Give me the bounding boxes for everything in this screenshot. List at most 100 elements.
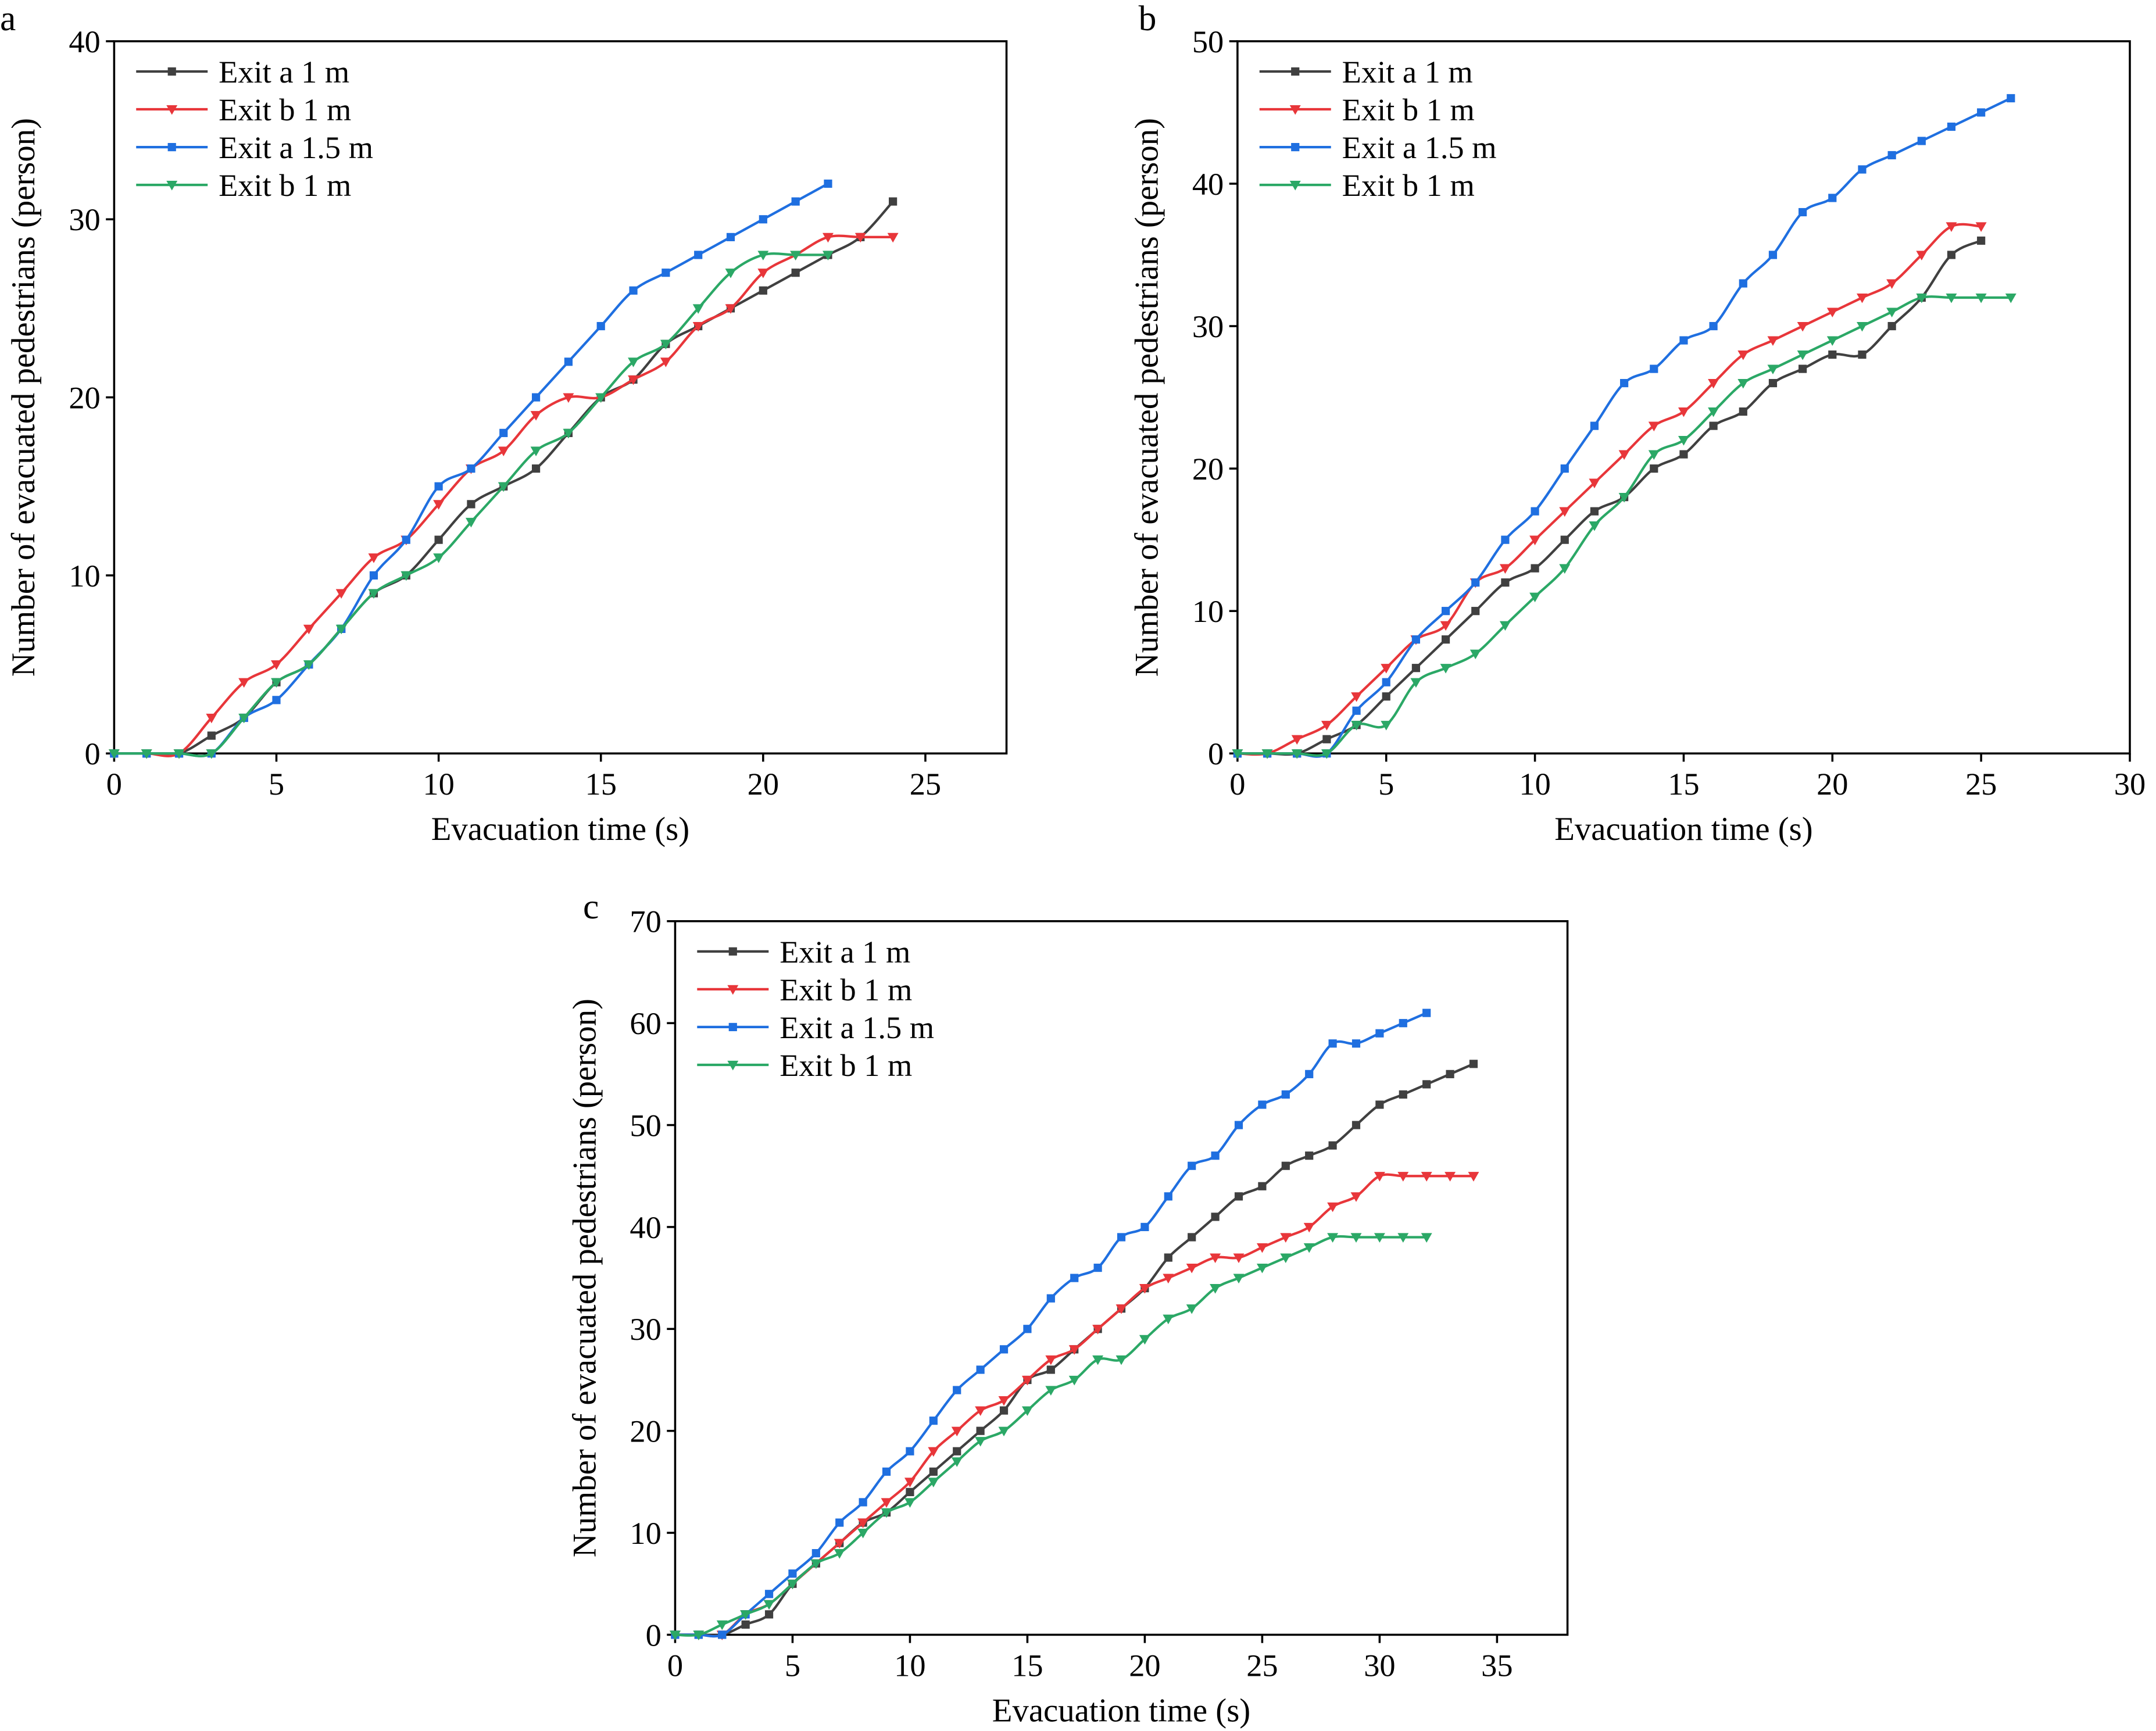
data-point xyxy=(1381,721,1392,731)
data-point xyxy=(881,1498,892,1508)
x-axis-label: Evacuation time (s) xyxy=(992,1692,1250,1729)
data-point xyxy=(1139,1335,1150,1345)
x-tick-label: 20 xyxy=(1817,767,1848,802)
data-point xyxy=(1679,336,1688,345)
data-point xyxy=(1188,1161,1196,1170)
data-point xyxy=(1441,607,1450,616)
data-point xyxy=(1767,336,1779,346)
data-point xyxy=(1768,251,1778,259)
data-point xyxy=(1422,1008,1431,1017)
data-point xyxy=(790,251,802,261)
data-point xyxy=(1679,450,1688,459)
data-point xyxy=(1321,749,1332,759)
data-point xyxy=(810,1559,822,1569)
data-point xyxy=(854,233,866,243)
x-axis-label: Evacuation time (s) xyxy=(431,811,689,847)
data-point xyxy=(976,1426,985,1435)
data-point xyxy=(1211,1151,1220,1160)
data-point xyxy=(335,624,347,635)
data-point xyxy=(857,1518,869,1528)
data-point xyxy=(904,1498,916,1508)
legend-marker xyxy=(727,1060,739,1071)
data-point xyxy=(1305,1070,1314,1078)
x-tick-label: 10 xyxy=(423,767,454,802)
series-2 xyxy=(110,179,832,758)
data-point xyxy=(206,749,217,759)
data-point xyxy=(1560,535,1569,544)
data-point xyxy=(369,571,378,580)
data-point xyxy=(1350,1192,1362,1202)
data-point xyxy=(786,1579,798,1590)
data-point xyxy=(1589,478,1600,489)
data-point xyxy=(1068,1345,1080,1355)
data-point xyxy=(1648,450,1660,460)
data-point xyxy=(1857,293,1868,303)
data-point xyxy=(1261,749,1273,759)
data-point xyxy=(1381,664,1392,674)
data-point xyxy=(1708,407,1719,417)
y-tick-label: 70 xyxy=(630,904,661,939)
data-point xyxy=(1188,1233,1196,1242)
data-point xyxy=(1164,1253,1172,1262)
data-point xyxy=(433,500,445,510)
x-tick-label: 25 xyxy=(910,767,941,802)
data-point xyxy=(1328,1141,1337,1150)
data-point xyxy=(660,339,671,350)
data-point xyxy=(467,464,475,473)
x-tick-label: 10 xyxy=(1519,767,1550,802)
data-point xyxy=(1411,635,1421,644)
x-tick-label: 15 xyxy=(1011,1648,1043,1683)
data-point xyxy=(303,660,314,670)
data-point xyxy=(1589,521,1600,531)
series-line xyxy=(114,234,893,757)
data-point xyxy=(1440,664,1451,674)
data-point xyxy=(718,1630,727,1639)
data-point xyxy=(1468,1172,1479,1182)
data-point xyxy=(835,1518,844,1527)
data-point xyxy=(1797,321,1808,332)
x-tick-label: 20 xyxy=(748,767,779,802)
data-point xyxy=(1321,721,1332,731)
data-point xyxy=(757,269,769,278)
series-line xyxy=(675,1173,1474,1638)
data-point xyxy=(1975,293,1987,303)
data-point xyxy=(1709,321,1718,331)
data-point xyxy=(1445,1172,1456,1182)
data-point xyxy=(1291,735,1303,745)
data-point xyxy=(173,749,185,759)
data-point xyxy=(1328,1039,1337,1048)
data-point xyxy=(1917,137,1926,145)
y-tick-label: 20 xyxy=(630,1414,661,1449)
data-point xyxy=(1280,1253,1292,1263)
x-tick-label: 0 xyxy=(106,767,122,802)
data-point xyxy=(1560,464,1569,473)
x-tick-label: 25 xyxy=(1965,767,1997,802)
data-point xyxy=(1163,1274,1174,1284)
data-point xyxy=(1499,621,1511,631)
x-tick-label: 10 xyxy=(894,1648,925,1683)
data-point xyxy=(1232,749,1243,759)
data-point xyxy=(1021,1406,1033,1417)
data-point xyxy=(141,749,152,759)
data-point xyxy=(1471,578,1480,587)
data-point xyxy=(1947,251,1956,259)
data-point xyxy=(928,1447,939,1457)
legend-marker xyxy=(1291,67,1300,76)
data-point xyxy=(1886,279,1898,289)
y-tick-label: 10 xyxy=(69,559,100,593)
legend-label: Exit b 1 m xyxy=(780,1048,912,1083)
data-point xyxy=(595,393,607,403)
data-point xyxy=(740,1610,752,1620)
data-point xyxy=(1115,1355,1127,1365)
data-point xyxy=(1070,1274,1079,1282)
data-point xyxy=(1280,1233,1292,1243)
data-point xyxy=(1975,222,1987,232)
data-point xyxy=(1234,1192,1243,1201)
data-point xyxy=(1469,1060,1478,1068)
data-point xyxy=(906,1487,914,1496)
y-tick-label: 10 xyxy=(1192,594,1224,629)
data-point xyxy=(763,1600,775,1610)
data-point xyxy=(368,553,380,563)
data-point xyxy=(998,1426,1010,1437)
data-point xyxy=(1303,1222,1315,1233)
